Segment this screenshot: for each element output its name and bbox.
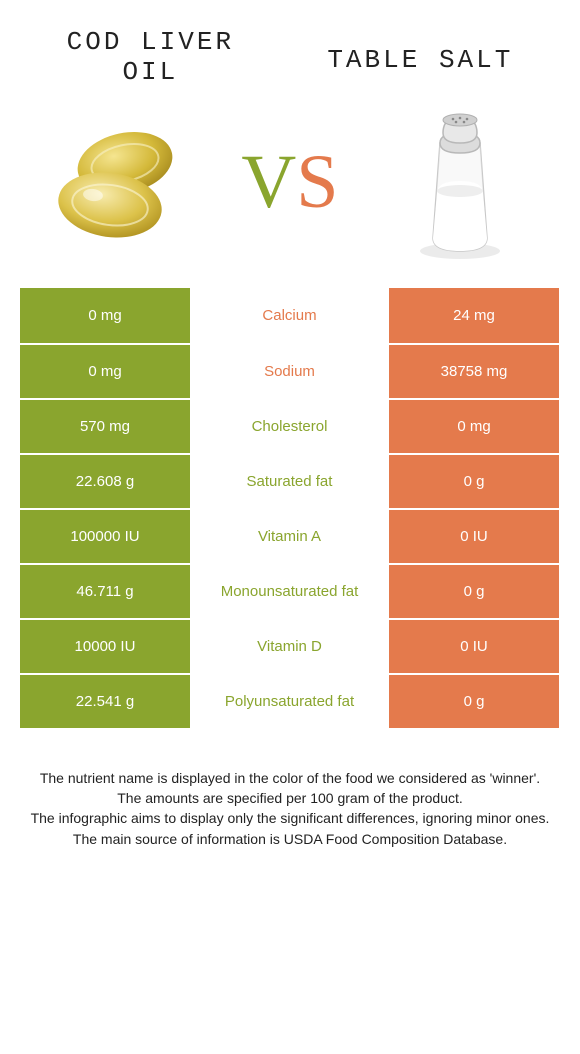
left-product-title: Cod liver oil xyxy=(67,28,234,88)
nutrient-label-cell: Monounsaturated fat xyxy=(192,565,387,618)
table-row: 100000 IUVitamin A0 IU xyxy=(20,508,560,563)
right-value-cell: 0 IU xyxy=(387,510,559,563)
table-salt-image xyxy=(385,108,535,258)
nutrient-label-cell: Sodium xyxy=(192,345,387,398)
nutrient-label-cell: Cholesterol xyxy=(192,400,387,453)
nutrient-label-cell: Polyunsaturated fat xyxy=(192,675,387,728)
footer-line-1: The nutrient name is displayed in the co… xyxy=(16,768,564,788)
comparison-header: Cod liver oil Table salt xyxy=(0,0,580,98)
nutrient-label-cell: Calcium xyxy=(192,288,387,343)
right-value-cell: 0 g xyxy=(387,675,559,728)
left-value-cell: 570 mg xyxy=(20,400,192,453)
table-row: 46.711 gMonounsaturated fat0 g xyxy=(20,563,560,618)
left-value-cell: 10000 IU xyxy=(20,620,192,673)
left-value-cell: 22.608 g xyxy=(20,455,192,508)
right-value-cell: 0 g xyxy=(387,455,559,508)
table-row: 22.541 gPolyunsaturated fat0 g xyxy=(20,673,560,728)
right-value-cell: 24 mg xyxy=(387,288,559,343)
footer-line-4: The main source of information is USDA F… xyxy=(16,829,564,849)
left-value-cell: 46.711 g xyxy=(20,565,192,618)
right-value-cell: 0 mg xyxy=(387,400,559,453)
footer-notes: The nutrient name is displayed in the co… xyxy=(0,728,580,849)
table-row: 570 mgCholesterol0 mg xyxy=(20,398,560,453)
left-title-line2: oil xyxy=(67,58,234,88)
table-row: 22.608 gSaturated fat0 g xyxy=(20,453,560,508)
left-value-cell: 100000 IU xyxy=(20,510,192,563)
vs-label: VS xyxy=(241,139,338,226)
table-row: 0 mgCalcium24 mg xyxy=(20,288,560,343)
nutrient-label-cell: Saturated fat xyxy=(192,455,387,508)
vs-s: S xyxy=(296,139,338,226)
right-value-cell: 38758 mg xyxy=(387,345,559,398)
vs-v: V xyxy=(241,139,296,226)
cod-liver-oil-image xyxy=(45,108,195,258)
table-row: 10000 IUVitamin D0 IU xyxy=(20,618,560,673)
footer-line-3: The infographic aims to display only the… xyxy=(16,808,564,828)
right-value-cell: 0 g xyxy=(387,565,559,618)
left-value-cell: 0 mg xyxy=(20,288,192,343)
product-images-row: VS xyxy=(0,98,580,288)
left-value-cell: 22.541 g xyxy=(20,675,192,728)
left-title-line1: Cod liver xyxy=(67,28,234,58)
right-product-title: Table salt xyxy=(327,46,513,76)
table-row: 0 mgSodium38758 mg xyxy=(20,343,560,398)
nutrient-label-cell: Vitamin D xyxy=(192,620,387,673)
footer-line-2: The amounts are specified per 100 gram o… xyxy=(16,788,564,808)
left-value-cell: 0 mg xyxy=(20,345,192,398)
nutrient-comparison-table: 0 mgCalcium24 mg0 mgSodium38758 mg570 mg… xyxy=(20,288,560,728)
right-value-cell: 0 IU xyxy=(387,620,559,673)
nutrient-label-cell: Vitamin A xyxy=(192,510,387,563)
